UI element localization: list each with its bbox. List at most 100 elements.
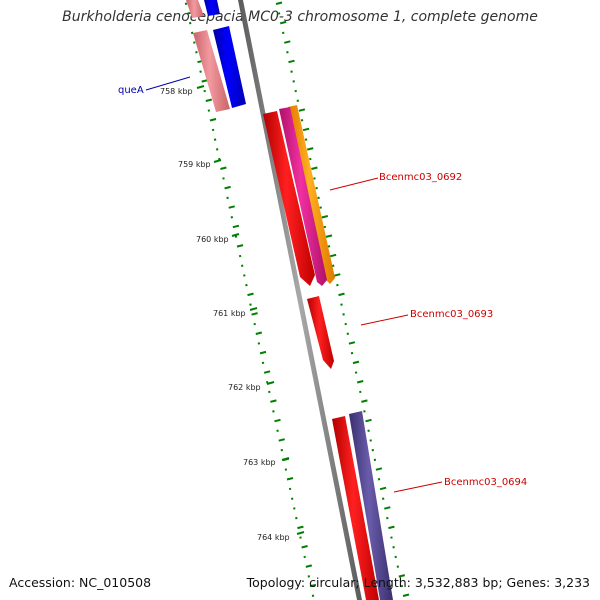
- gc-dot: [327, 245, 331, 248]
- tick-label: 760 kbp: [196, 235, 229, 244]
- gc-dot: [259, 350, 267, 355]
- feature-slate-0694: [349, 411, 393, 600]
- gc-dot: [394, 555, 397, 559]
- gc-dot: [313, 177, 316, 180]
- gc-dot: [346, 332, 350, 335]
- gc-dot: [390, 536, 393, 539]
- gc-dot: [379, 486, 387, 491]
- gc-dot: [299, 536, 302, 539]
- gene-label-bcenmc03-0692[interactable]: Bcenmc03_0692: [379, 172, 462, 183]
- gc-dot: [300, 119, 304, 122]
- gc-dot: [249, 303, 252, 306]
- gc-dot: [265, 381, 269, 384]
- gc-dot: [305, 564, 313, 568]
- tick-mark: [281, 457, 290, 461]
- gene-label-bcenmc03-0693[interactable]: Bcenmc03_0693: [410, 309, 493, 320]
- gc-dot: [222, 177, 225, 180]
- feature-pink-trna: [193, 30, 230, 112]
- gc-dot: [338, 292, 345, 297]
- gc-dot: [275, 1, 283, 5]
- gc-dot: [303, 555, 306, 559]
- gc-dot: [278, 438, 285, 442]
- gc-dot: [301, 545, 308, 549]
- cds-red-0694: [332, 416, 379, 600]
- gc-dot: [201, 79, 208, 83]
- gc-dot: [396, 565, 400, 568]
- gc-dot: [253, 322, 256, 326]
- gc-dot: [304, 138, 308, 141]
- gc-dot: [331, 264, 335, 267]
- gc-dot: [294, 89, 297, 93]
- gc-dot: [272, 410, 275, 413]
- gc-dot: [309, 157, 312, 161]
- gc-dot: [325, 234, 333, 238]
- gc-dot: [321, 215, 329, 219]
- gc-dot: [284, 468, 288, 471]
- gc-dot: [199, 70, 202, 73]
- gc-dot: [319, 206, 322, 209]
- gc-dot: [279, 20, 287, 25]
- gc-dot: [288, 59, 295, 64]
- genome-summary-text: Topology: circular; Length: 3,532,883 bp…: [246, 575, 590, 590]
- gc-dot: [226, 196, 229, 200]
- gc-dot: [280, 448, 284, 452]
- tick-label: 761 kbp: [213, 309, 246, 318]
- gc-dot: [334, 273, 341, 277]
- gc-dot: [329, 253, 337, 258]
- cds-red-0692: [263, 111, 315, 286]
- forward-strand-features: [263, 105, 393, 600]
- gc-dot: [213, 138, 217, 141]
- map-title: Burkholderia cenocepacia MC0-3 chromosom…: [62, 9, 538, 25]
- gc-dot: [261, 361, 265, 365]
- gc-dot: [306, 147, 314, 151]
- gc-dot: [281, 31, 285, 35]
- gc-dot: [215, 148, 219, 151]
- label-leader-0692: [329, 177, 379, 191]
- gc-dot: [342, 313, 345, 316]
- tick-mark: [266, 381, 275, 385]
- gc-dot: [388, 525, 395, 530]
- gc-dot: [230, 216, 234, 219]
- label-leader-quea: [145, 76, 191, 91]
- gc-dot: [286, 51, 289, 54]
- gc-dot: [207, 109, 211, 112]
- gc-dot: [373, 458, 377, 462]
- cds-red-0693: [307, 296, 334, 369]
- gc-dot: [268, 390, 271, 394]
- gc-dot: [296, 99, 300, 102]
- gc-dot: [340, 303, 343, 306]
- gc-content-dots-left: [184, 2, 317, 597]
- feature-blue-quea: [213, 26, 246, 108]
- gc-dot: [381, 497, 385, 500]
- gc-dot: [400, 584, 404, 588]
- gc-dot: [257, 342, 261, 345]
- gc-dot: [205, 98, 213, 102]
- gc-dot: [398, 574, 406, 578]
- gc-dot: [193, 41, 196, 44]
- gc-dot: [323, 225, 327, 229]
- gc-dot: [218, 157, 221, 161]
- gc-dot: [297, 525, 304, 530]
- gc-dot: [251, 312, 258, 316]
- gc-dot: [277, 12, 281, 15]
- gene-label-bcenmc03-0694[interactable]: Bcenmc03_0694: [444, 477, 527, 488]
- gc-dot: [292, 80, 295, 83]
- gc-dot: [365, 418, 372, 423]
- gc-dot: [184, 2, 188, 5]
- gc-dot: [354, 371, 358, 374]
- gc-dot: [188, 21, 192, 25]
- gc-dot: [290, 497, 294, 500]
- gc-dot: [274, 418, 281, 423]
- gene-label-quea[interactable]: queA: [118, 85, 144, 96]
- tick-label: 759 kbp: [178, 160, 211, 169]
- gc-dot: [311, 166, 318, 170]
- gc-dot: [234, 235, 238, 238]
- gc-dot: [293, 507, 296, 510]
- gc-dot: [309, 583, 317, 588]
- gene-labels: queA Bcenmc03_0692 Bcenmc03_0693 Bcenmc0…: [118, 76, 527, 493]
- gc-dot: [352, 360, 360, 365]
- gc-dot: [247, 292, 254, 297]
- gc-dot: [311, 594, 315, 597]
